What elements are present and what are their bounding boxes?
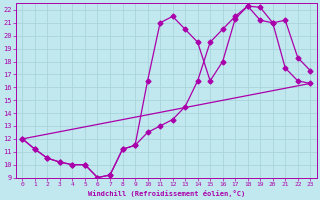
X-axis label: Windchill (Refroidissement éolien,°C): Windchill (Refroidissement éolien,°C) xyxy=(88,190,245,197)
